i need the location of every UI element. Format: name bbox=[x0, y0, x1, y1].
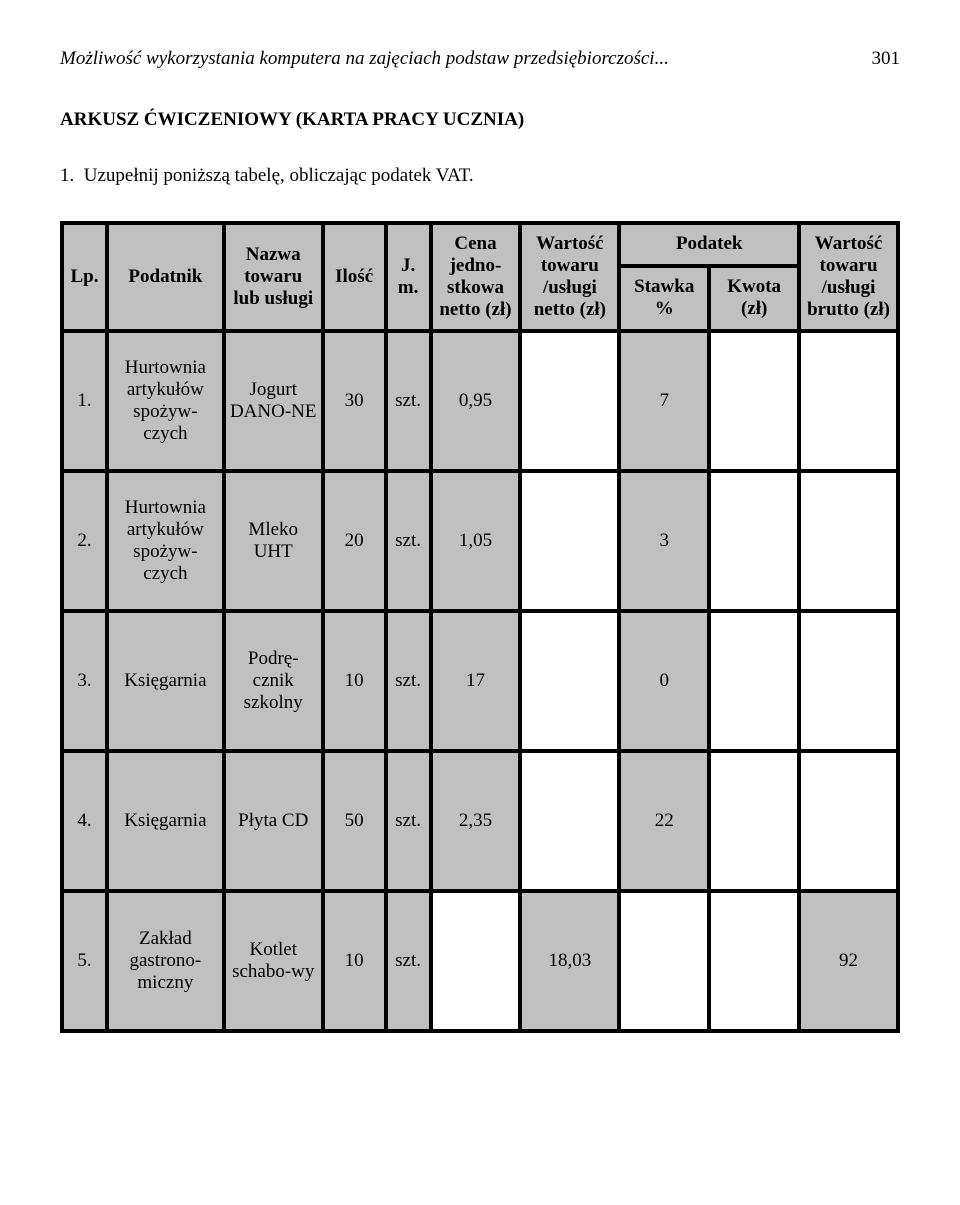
cell-kwota bbox=[709, 331, 799, 471]
cell-stawka: 22 bbox=[619, 751, 709, 891]
cell-cena-netto: 2,35 bbox=[431, 751, 521, 891]
vat-table: Lp. Podatnik Nazwa towaru lub usługi Ilo… bbox=[60, 221, 900, 1033]
cell-jm: szt. bbox=[386, 471, 431, 611]
cell-jm: szt. bbox=[386, 611, 431, 751]
table-header: Lp. Podatnik Nazwa towaru lub usługi Ilo… bbox=[62, 223, 898, 331]
cell-lp: 2. bbox=[62, 471, 107, 611]
table-row: 3.KsięgarniaPodrę-cznik szkolny10szt.17 0 bbox=[62, 611, 898, 751]
cell-cena-netto: 0,95 bbox=[431, 331, 521, 471]
cell-kwota bbox=[709, 751, 799, 891]
cell-nazwa: Płyta CD bbox=[224, 751, 323, 891]
cell-wartosc-netto bbox=[520, 751, 619, 891]
cell-wartosc-brutto: 92 bbox=[799, 891, 898, 1031]
col-kwota: Kwota (zł) bbox=[709, 266, 799, 331]
cell-wartosc-brutto bbox=[799, 471, 898, 611]
cell-cena-netto: 17 bbox=[431, 611, 521, 751]
col-stawka: Stawka % bbox=[619, 266, 709, 331]
cell-nazwa: Jogurt DANO-NE bbox=[224, 331, 323, 471]
cell-nazwa: Mleko UHT bbox=[224, 471, 323, 611]
col-podatnik: Podatnik bbox=[107, 223, 224, 331]
cell-podatnik: Hurtownia artykułów spożyw-czych bbox=[107, 471, 224, 611]
cell-stawka: 0 bbox=[619, 611, 709, 751]
cell-jm: szt. bbox=[386, 891, 431, 1031]
cell-ilosc: 10 bbox=[323, 611, 386, 751]
cell-wartosc-brutto bbox=[799, 751, 898, 891]
col-wartosc-netto: Wartość towaru /usługi netto (zł) bbox=[520, 223, 619, 331]
cell-lp: 3. bbox=[62, 611, 107, 751]
running-title: Możliwość wykorzystania komputera na zaj… bbox=[60, 48, 669, 71]
section-heading: ARKUSZ ĆWICZENIOWY (KARTA PRACY UCZNIA) bbox=[60, 109, 900, 131]
table-row: 4.KsięgarniaPłyta CD50szt.2,35 22 bbox=[62, 751, 898, 891]
col-jm: J. m. bbox=[386, 223, 431, 331]
col-lp: Lp. bbox=[62, 223, 107, 331]
cell-ilosc: 50 bbox=[323, 751, 386, 891]
table-row: 2.Hurtownia artykułów spożyw-czychMleko … bbox=[62, 471, 898, 611]
cell-wartosc-netto: 18,03 bbox=[520, 891, 619, 1031]
cell-lp: 4. bbox=[62, 751, 107, 891]
col-podatek: Podatek bbox=[619, 223, 799, 266]
cell-jm: szt. bbox=[386, 331, 431, 471]
cell-wartosc-netto bbox=[520, 471, 619, 611]
col-cena-netto: Cena jedno-stkowa netto (zł) bbox=[431, 223, 521, 331]
cell-ilosc: 30 bbox=[323, 331, 386, 471]
cell-lp: 5. bbox=[62, 891, 107, 1031]
cell-stawka: 7 bbox=[619, 331, 709, 471]
page-header: Możliwość wykorzystania komputera na zaj… bbox=[60, 48, 900, 71]
cell-podatnik: Zakład gastrono-miczny bbox=[107, 891, 224, 1031]
cell-podatnik: Hurtownia artykułów spożyw-czych bbox=[107, 331, 224, 471]
col-wartosc-brutto: Wartość towaru /usługi brutto (zł) bbox=[799, 223, 898, 331]
page-number: 301 bbox=[852, 48, 901, 70]
table-row: 5.Zakład gastrono-micznyKotlet schabo-wy… bbox=[62, 891, 898, 1031]
cell-nazwa: Kotlet schabo-wy bbox=[224, 891, 323, 1031]
table-body: 1.Hurtownia artykułów spożyw-czychJogurt… bbox=[62, 331, 898, 1031]
cell-wartosc-brutto bbox=[799, 611, 898, 751]
cell-ilosc: 20 bbox=[323, 471, 386, 611]
table-row: 1.Hurtownia artykułów spożyw-czychJogurt… bbox=[62, 331, 898, 471]
cell-wartosc-netto bbox=[520, 611, 619, 751]
cell-nazwa: Podrę-cznik szkolny bbox=[224, 611, 323, 751]
cell-wartosc-netto bbox=[520, 331, 619, 471]
cell-kwota bbox=[709, 471, 799, 611]
col-ilosc: Ilość bbox=[323, 223, 386, 331]
cell-cena-netto bbox=[431, 891, 521, 1031]
cell-lp: 1. bbox=[62, 331, 107, 471]
cell-wartosc-brutto bbox=[799, 331, 898, 471]
cell-ilosc: 10 bbox=[323, 891, 386, 1031]
cell-kwota bbox=[709, 611, 799, 751]
cell-kwota bbox=[709, 891, 799, 1031]
cell-stawka: 3 bbox=[619, 471, 709, 611]
cell-cena-netto: 1,05 bbox=[431, 471, 521, 611]
cell-jm: szt. bbox=[386, 751, 431, 891]
col-nazwa: Nazwa towaru lub usługi bbox=[224, 223, 323, 331]
cell-podatnik: Księgarnia bbox=[107, 751, 224, 891]
cell-podatnik: Księgarnia bbox=[107, 611, 224, 751]
cell-stawka bbox=[619, 891, 709, 1031]
instruction-text: 1. Uzupełnij poniższą tabelę, obliczając… bbox=[60, 165, 900, 187]
